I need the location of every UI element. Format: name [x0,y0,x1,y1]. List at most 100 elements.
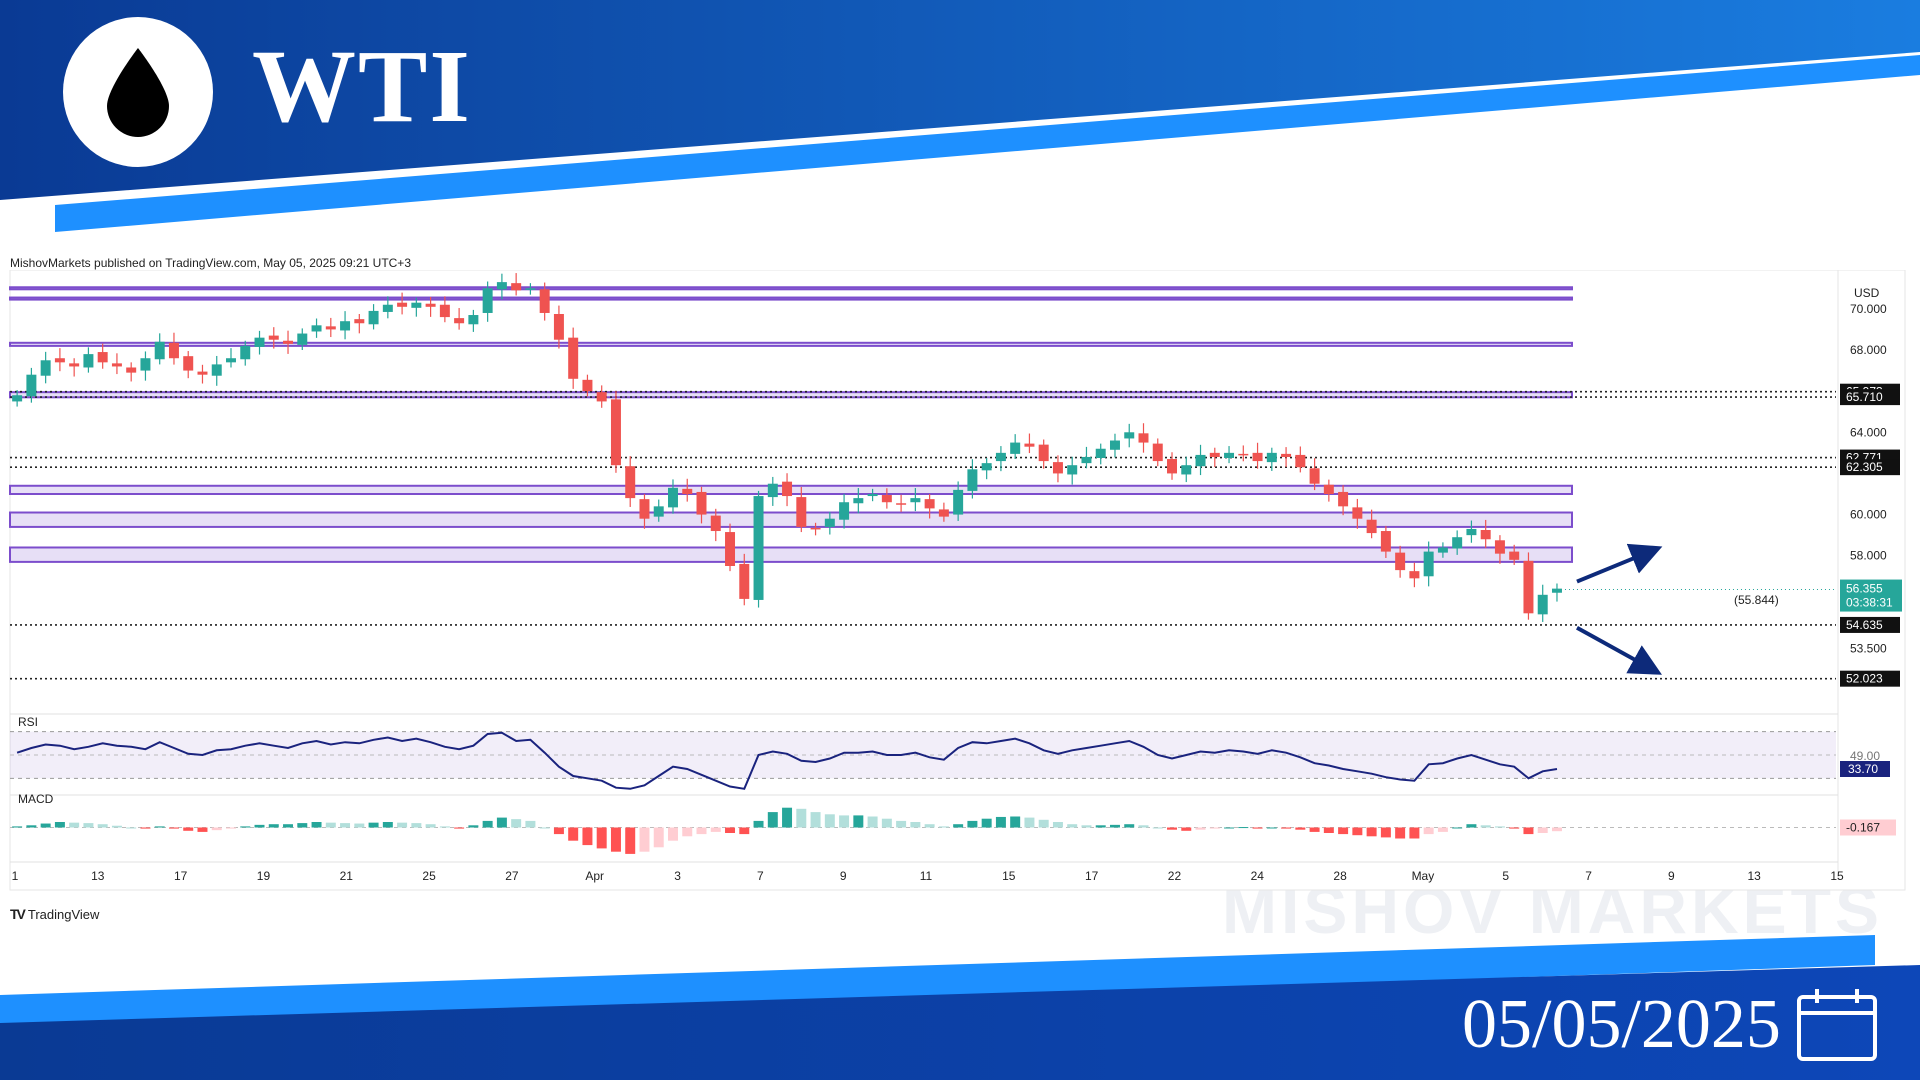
macd-histogram-bar [1095,825,1106,828]
candle-body [1024,443,1035,447]
tradingview-logo: TV TradingView [10,906,99,922]
macd-histogram-bar [525,820,536,828]
chart-frame [9,270,1906,891]
bearish-arrow [1576,625,1662,675]
candle-body [411,302,422,308]
footer-banner [0,935,1920,1080]
macd-histogram-bar [1523,827,1534,835]
macd-histogram-bar [368,822,379,828]
rsi-value-label: 33.70 [1848,762,1878,776]
tradingview-brand: TradingView [27,906,100,922]
macd-histogram-bar [696,827,707,835]
candle-body [1509,551,1520,560]
macd-value-label: -0.167 [1846,821,1880,835]
candle-body [1494,540,1505,554]
calendar-icon [1797,989,1877,1061]
time-tick-label: 15 [1830,869,1844,883]
price-tick-label: 53.500 [1850,641,1887,655]
macd-histogram-bar [710,827,721,832]
candle-body [1095,448,1106,458]
time-tick-label: 19 [257,869,271,883]
macd-histogram-bar [154,826,165,828]
macd-histogram-bar [853,815,864,828]
candle-body [1281,453,1292,457]
macd-histogram-bar [411,823,422,828]
macd-histogram-bar [881,818,892,828]
candle-body [1124,432,1135,439]
macd-histogram-bar [240,826,251,828]
price-tick-label: 60.000 [1850,508,1887,522]
time-tick-label: 9 [1668,869,1675,883]
candle-body [54,358,65,363]
candle-body [1266,452,1277,463]
candle-body [1366,519,1377,534]
candle-body [582,379,593,392]
candle-body [325,326,336,330]
macd-histogram-bar [910,822,921,828]
level-label: 62.305 [1846,460,1883,474]
macd-histogram-bar [639,827,650,852]
macd-histogram-bar [1380,827,1391,838]
macd-histogram-bar [297,823,308,828]
candle-body [796,497,807,527]
price-tick-label: 64.000 [1850,425,1887,439]
candle-body [1537,594,1548,615]
candle-body [168,342,179,359]
macd-histogram-bar [1024,817,1035,828]
time-tick-label: 11 [920,869,933,883]
macd-histogram-bar [496,817,507,828]
resistance-zone-3 [9,341,1573,347]
macd-histogram-bar [625,827,636,854]
macd-histogram-bar [682,827,693,837]
macd-histogram-bar [1181,827,1192,831]
candle-body [40,360,51,376]
candle-body [1067,465,1078,475]
candle-body [1209,452,1220,457]
macd-histogram-bar [610,827,621,852]
macd-histogram-bar [311,822,322,828]
time-tick-label: Apr [585,869,604,883]
macd-histogram-bar [1209,827,1220,829]
candle-body [439,304,450,318]
macd-histogram-bar [1138,825,1149,828]
macd-histogram-bar [254,824,265,828]
time-tick-label: 17 [174,869,188,883]
oil-drop-icon [107,48,169,137]
macd-histogram-bar [1309,827,1320,832]
time-tick-label: 25 [422,869,436,883]
level-label-box [1840,616,1900,633]
candle-body [881,495,892,503]
candle-body [1252,452,1263,462]
time-tick-label: 21 [340,869,354,883]
macd-histogram-bar [539,827,550,829]
candle-body [1167,459,1178,474]
price-chart[interactable]: USD 70.000 68.000 64.000 60.000 58.000 53.500 6… [0,270,1920,900]
macd-histogram-bar [725,827,736,833]
time-tick-label: 7 [1585,869,1592,883]
candle-body [525,288,536,290]
macd-histogram-bar [69,822,80,828]
tradingview-icon: TV [10,906,26,922]
candle-body [710,515,721,532]
rsi-value-box [1840,761,1890,777]
macd-histogram-bar [140,827,151,829]
candle-body [1138,433,1149,443]
candle-body [867,494,878,497]
candle-body [311,325,322,332]
candle-body [297,333,308,345]
macd-histogram-bar [568,827,579,841]
candle-body [496,282,507,290]
macd-histogram-bar [1167,827,1178,830]
macd-histogram-bar [810,812,821,828]
level-label-box [1840,670,1900,687]
candle-body [1409,571,1420,579]
time-tick-label: 22 [1168,869,1182,883]
current-price-box [1840,579,1902,612]
macd-histogram-bar [867,816,878,828]
candle-body [69,363,80,367]
candle-body [924,499,935,509]
candle-body [1238,453,1249,456]
candle-body [1380,531,1391,552]
candle-body [12,395,23,402]
time-tick-label: 24 [1251,869,1265,883]
